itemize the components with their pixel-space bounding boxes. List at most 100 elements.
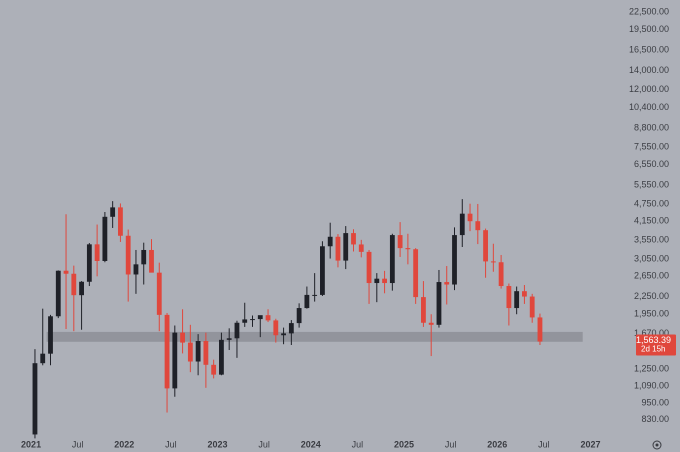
- candle-body: [40, 353, 46, 364]
- candle-body: [405, 248, 411, 250]
- candle-body: [187, 342, 193, 362]
- y-tick-label: 1,250.00: [634, 364, 669, 374]
- candle: [226, 328, 232, 350]
- candle: [242, 302, 248, 327]
- candle-body: [374, 278, 380, 284]
- x-tick-label: 2021: [21, 439, 41, 449]
- candle: [343, 226, 349, 270]
- settings-icon-dot: [655, 443, 659, 447]
- candle: [506, 283, 512, 326]
- candle: [288, 320, 294, 346]
- y-tick-label: 8,800.00: [634, 122, 669, 132]
- candle: [467, 203, 473, 232]
- x-tick-label: Jul: [352, 439, 364, 449]
- y-tick-label: 1,670.00: [634, 328, 669, 338]
- candle: [63, 214, 69, 330]
- settings-icon-ring: [652, 440, 662, 450]
- candle: [382, 270, 387, 294]
- y-tick-label: 950.00: [641, 397, 669, 407]
- candle-body: [490, 261, 496, 263]
- candle: [529, 293, 535, 323]
- candle-body: [281, 333, 286, 336]
- candle-body: [102, 216, 108, 261]
- candle-body: [118, 207, 123, 236]
- candle: [118, 203, 123, 242]
- y-tick-label: 19,500.00: [629, 24, 669, 34]
- candle-body: [195, 341, 201, 362]
- candle: [351, 229, 356, 252]
- x-tick-label: 2023: [208, 439, 228, 449]
- candle-body: [351, 233, 356, 245]
- candle: [514, 286, 520, 315]
- candle-body: [203, 341, 209, 365]
- candle: [335, 234, 341, 268]
- candle: [475, 203, 481, 245]
- y-tick-label: 4,750.00: [634, 199, 669, 209]
- y-tick-label: 4,150.00: [634, 215, 669, 225]
- support-zone: [46, 331, 583, 342]
- last-price-box: [636, 334, 676, 356]
- candle-body: [211, 364, 217, 375]
- x-tick-label: Jul: [72, 439, 84, 449]
- candle: [250, 315, 255, 327]
- candle-body: [55, 270, 61, 317]
- candle-body: [133, 264, 139, 275]
- candle: [219, 332, 224, 376]
- candle: [40, 308, 46, 366]
- candle: [203, 332, 209, 388]
- candle: [32, 349, 38, 439]
- candle-body: [397, 235, 403, 249]
- candle: [257, 315, 263, 338]
- y-tick-label: 5,550.00: [634, 179, 669, 189]
- y-tick-label: 22,500.00: [629, 6, 669, 16]
- x-tick-label: Jul: [165, 439, 177, 449]
- candle-body: [498, 262, 504, 287]
- candle: [102, 212, 108, 263]
- candle-body: [141, 249, 147, 265]
- candle: [421, 281, 426, 327]
- x-tick-label: Jul: [445, 439, 457, 449]
- candle-body: [444, 282, 450, 285]
- candle-body: [79, 281, 84, 296]
- candle-body: [94, 244, 100, 261]
- candle-body: [389, 235, 395, 284]
- candle: [156, 262, 162, 332]
- candle-body: [226, 338, 232, 340]
- y-tick-label: 7,550.00: [634, 141, 669, 151]
- y-tick-label: 2,650.00: [634, 271, 669, 281]
- x-tick-label: Jul: [258, 439, 270, 449]
- candle: [164, 312, 170, 413]
- candle-body: [327, 236, 333, 247]
- candle-body: [273, 320, 279, 336]
- x-tick-label: Jul: [538, 439, 550, 449]
- candle-body: [219, 339, 224, 375]
- candle-body: [483, 230, 488, 262]
- settings-icon[interactable]: [652, 440, 662, 450]
- candle-body: [149, 249, 154, 273]
- candle: [444, 266, 450, 305]
- candle: [296, 303, 302, 328]
- candle: [312, 273, 318, 302]
- candle: [428, 314, 434, 357]
- candle: [320, 241, 325, 296]
- candle-body: [436, 282, 442, 325]
- candle-body: [529, 296, 535, 318]
- candle-body: [48, 316, 53, 354]
- candle: [125, 229, 131, 302]
- last-price-countdown: 2d 15h: [641, 345, 665, 354]
- candle: [273, 318, 279, 343]
- candle-body: [156, 272, 162, 315]
- candle-body: [71, 273, 77, 296]
- candle: [483, 228, 488, 278]
- candle: [397, 222, 403, 257]
- y-tick-label: 1,090.00: [634, 380, 669, 390]
- candle: [436, 269, 442, 328]
- y-tick-label: 16,500.00: [629, 45, 669, 55]
- candle: [86, 243, 92, 287]
- candle-body: [180, 332, 185, 343]
- candle-body: [296, 308, 302, 324]
- candle-body: [125, 235, 131, 275]
- candle-body: [514, 291, 520, 309]
- candle-body: [32, 363, 38, 435]
